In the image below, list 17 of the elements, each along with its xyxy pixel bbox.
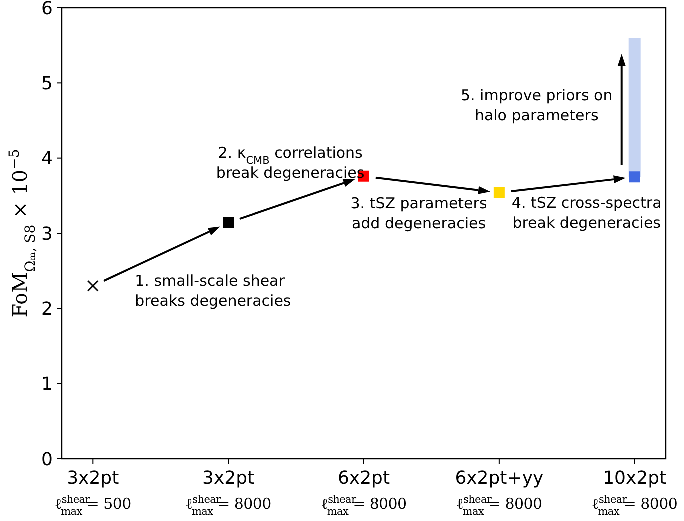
x-tick-label: 3x2pt ℓ$^{shear}$$_{max}$ = 8000 [186,468,272,518]
annotation: 4. tSZ cross-spectra break degeneracies [512,194,662,232]
y-tick-label: 3 [42,224,53,245]
x-tick-label: 6x2pt ℓ$^{shear}$$_{max}$ = 8000 [321,468,407,518]
x-tick-label: 6x2pt+yy ℓ$^{shear}$$_{max}$ = 8000 [455,468,544,518]
annotation: 2. κ$_{CMB}$ correlations break degeneracies [216,144,365,182]
x-tick-label: 3x2pt ℓ$^{shear}$$_{max}$ = 500 [54,468,132,518]
annotation: 5. improve priors on halo parameters [460,86,613,125]
y-tick-label: 6 [42,0,53,20]
y-tick-label: 4 [42,148,53,170]
y-tick-label: 1 [42,374,53,396]
y-tick-label: 0 [42,449,53,470]
annotation: 1. small-scale shear breaks degeneracies [135,272,292,310]
annotation: 3. tSZ parameters add degeneracies [350,194,488,232]
y-tick-label: 2 [42,298,53,320]
y-tick-label: 5 [42,73,53,94]
x-tick-label: 10x2pt ℓ$^{shear}$$_{max}$ = 8000 [592,468,678,518]
